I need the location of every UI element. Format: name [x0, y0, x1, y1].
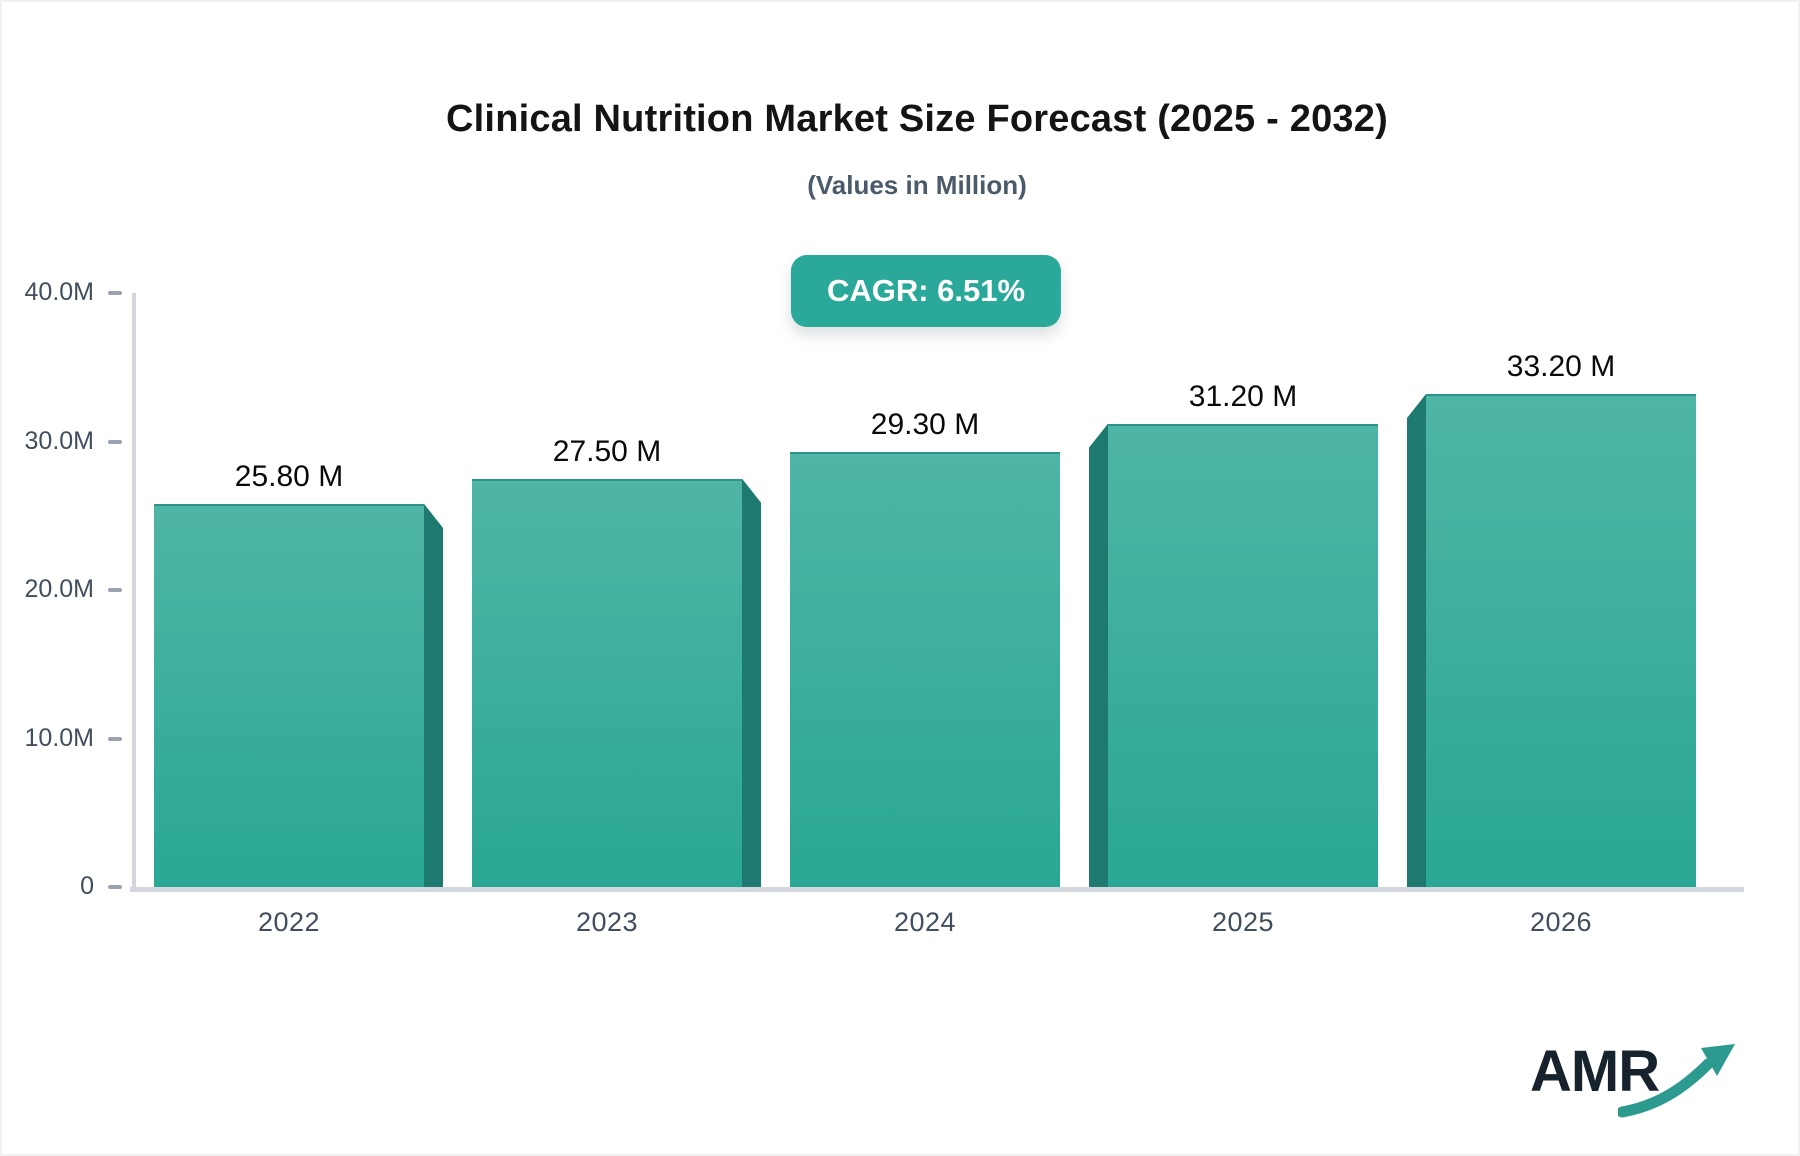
bar-2024 [790, 451, 1060, 887]
y-tick-label: 20.0M [24, 575, 94, 603]
bar-value-label: 25.80 M [234, 459, 344, 493]
bar-side-2022 [424, 503, 443, 887]
y-tick-label: 40.0M [24, 278, 94, 306]
y-tick-dash [108, 736, 122, 741]
bar-side-2025 [1089, 423, 1108, 887]
page-subtitle: (Values in Million) [807, 170, 1027, 200]
bar-value-label: 27.50 M [552, 434, 662, 468]
x-tick-label: 2026 [1529, 907, 1593, 937]
bar-side-2023 [742, 478, 761, 887]
bar-2023 [472, 478, 742, 887]
y-tick-label: 10.0M [24, 723, 94, 752]
y-tick-dash [108, 291, 122, 295]
x-tick-label: 2025 [1211, 907, 1275, 937]
x-tick-label: 2022 [257, 907, 321, 937]
bar-2022 [154, 503, 424, 887]
x-tick-label: 2024 [893, 907, 957, 937]
cagr-badge: CAGR: 6.51% [790, 255, 1062, 327]
amr-logo: AMR [1530, 1038, 1735, 1128]
bar-value-label: 33.20 M [1506, 349, 1616, 383]
y-tick-label: 0 [80, 872, 94, 900]
bar-2026 [1426, 393, 1696, 887]
growth-arrow-icon [1618, 1044, 1735, 1118]
amr-logo-text: AMR [1530, 1039, 1660, 1104]
bar-value-label: 31.20 M [1188, 379, 1298, 413]
bar-value-label: 29.30 M [870, 407, 980, 441]
y-tick-dash [108, 439, 122, 444]
bar-side-2026 [1407, 393, 1426, 887]
x-tick-label: 2023 [575, 907, 639, 937]
y-axis-line [132, 293, 136, 891]
page-title: Clinical Nutrition Market Size Forecast … [446, 98, 1388, 140]
y-tick-label: 30.0M [24, 426, 94, 455]
bar-2025 [1108, 423, 1378, 887]
y-tick-dash [108, 588, 122, 592]
x-axis-line [130, 887, 1744, 892]
y-tick-dash [108, 885, 122, 889]
